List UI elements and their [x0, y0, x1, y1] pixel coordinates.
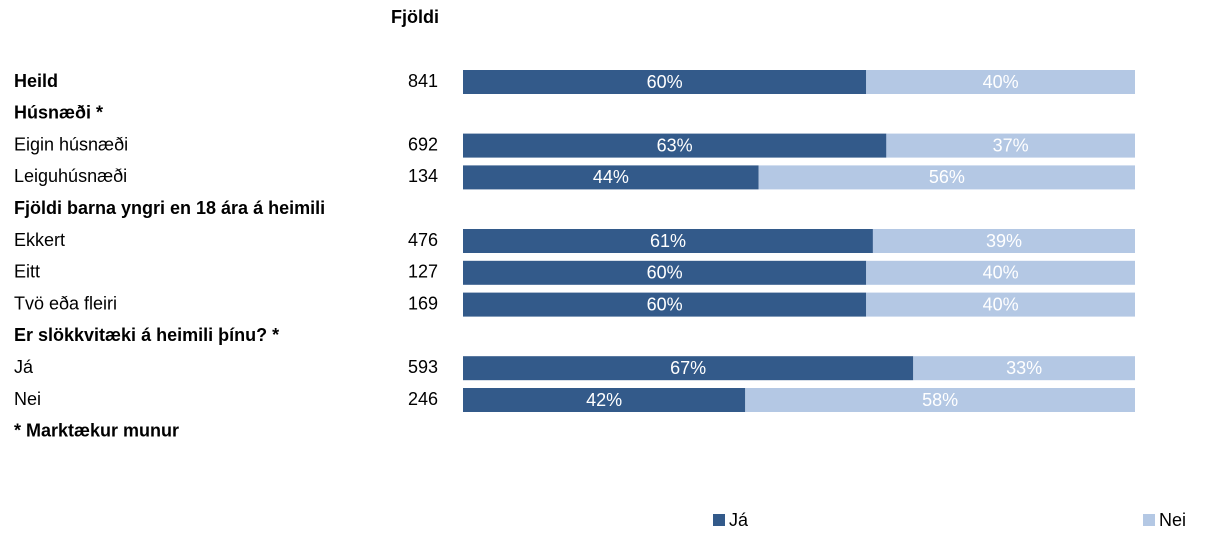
bar-segment: [745, 388, 1135, 412]
bar-segment: [463, 388, 746, 412]
count: 134: [408, 166, 438, 186]
value-label: 40%: [983, 72, 1019, 92]
row-label: Já: [14, 357, 34, 377]
bar-segment: [866, 292, 1135, 317]
value-label: 40%: [983, 263, 1019, 283]
legend-label: Nei: [1159, 510, 1186, 530]
value-label: 42%: [586, 390, 622, 410]
value-label: 58%: [922, 390, 958, 410]
value-label: 61%: [650, 231, 686, 251]
bar-segment: [866, 70, 1135, 94]
value-label: 67%: [670, 358, 706, 378]
row-label: Húsnæði *: [14, 103, 103, 123]
bar-segment: [463, 260, 867, 285]
value-label: 37%: [993, 135, 1029, 155]
value-label: 60%: [647, 294, 683, 314]
row-label: Er slökkvitæki á heimili þínu? *: [14, 325, 279, 345]
row-label: Ekkert: [14, 230, 65, 250]
row-label: Eitt: [14, 262, 40, 282]
bar-segment: [872, 229, 1135, 253]
value-label: 60%: [647, 72, 683, 92]
row-label: Leiguhúsnæði: [14, 166, 127, 186]
bar-segment: [886, 133, 1135, 158]
note: * Marktækur munur: [14, 421, 179, 441]
bar-segment: [463, 292, 867, 317]
count: 841: [408, 71, 438, 91]
bar-segment: [463, 133, 887, 158]
value-label: 56%: [929, 167, 965, 187]
bar-segment: [463, 356, 914, 381]
legend-swatch: [1143, 514, 1155, 526]
value-label: 60%: [647, 263, 683, 283]
count-header: Fjöldi: [391, 7, 439, 27]
legend-label: Já: [729, 510, 749, 530]
value-label: 40%: [983, 294, 1019, 314]
count: 169: [408, 293, 438, 313]
row-label: Fjöldi barna yngri en 18 ára á heimili: [14, 198, 325, 218]
count: 476: [408, 230, 438, 250]
count: 246: [408, 389, 438, 409]
bar-segment: [463, 229, 873, 253]
row-label: Heild: [14, 71, 58, 91]
bar-segment: [463, 165, 759, 190]
bar-segment: [913, 356, 1135, 381]
value-label: 33%: [1006, 358, 1042, 378]
value-label: 44%: [593, 167, 629, 187]
bar-segment: [758, 165, 1135, 190]
value-label: 39%: [986, 231, 1022, 251]
count: 127: [408, 262, 438, 282]
count: 593: [408, 357, 438, 377]
row-label: Eigin húsnæði: [14, 134, 128, 154]
bar-segment: [866, 260, 1135, 285]
legend-swatch: [713, 514, 725, 526]
row-label: Tvö eða fleiri: [14, 293, 117, 313]
bar-segment: [463, 70, 867, 94]
count: 692: [408, 134, 438, 154]
row-label: Nei: [14, 389, 41, 409]
value-label: 63%: [657, 135, 693, 155]
